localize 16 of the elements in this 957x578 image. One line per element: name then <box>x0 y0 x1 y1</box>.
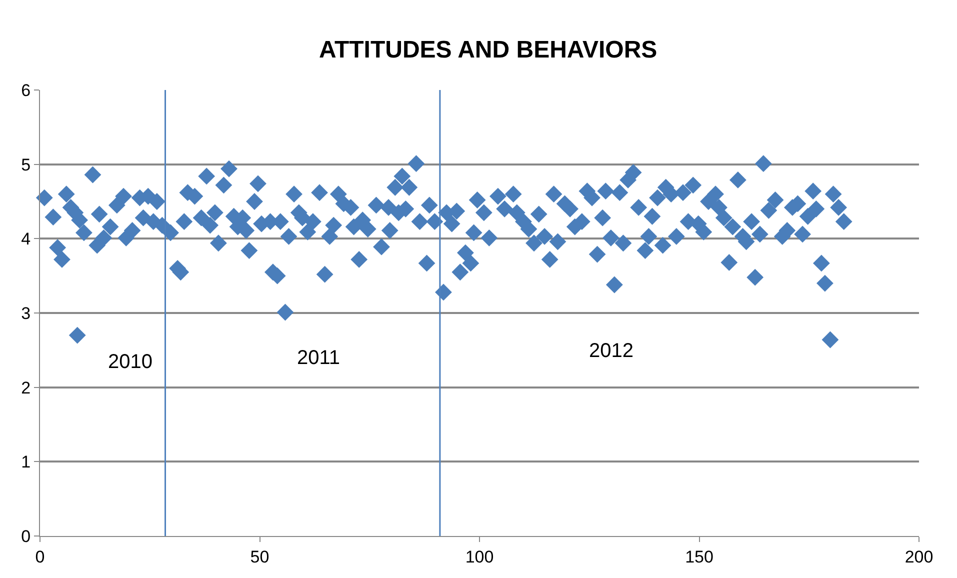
annotation: 2011 <box>297 347 340 369</box>
y-tick-label: 0 <box>21 526 31 546</box>
x-tick-label: 200 <box>904 547 934 566</box>
y-tick-label: 1 <box>21 452 31 472</box>
x-tick-label: 0 <box>35 547 45 566</box>
x-tick-label: 50 <box>250 547 270 566</box>
x-tick-label: 100 <box>465 547 494 566</box>
annotation: 2010 <box>108 351 152 373</box>
y-tick-label: 2 <box>21 378 31 398</box>
y-tick-label: 3 <box>21 304 31 323</box>
x-tick-label: 150 <box>685 547 714 566</box>
y-tick-label: 5 <box>21 155 31 174</box>
chart-title: ATTITUDES AND BEHAVIORS <box>318 36 658 64</box>
y-tick-label: 4 <box>21 230 31 249</box>
y-tick-label: 6 <box>21 80 31 100</box>
annotation: 2012 <box>589 340 634 362</box>
